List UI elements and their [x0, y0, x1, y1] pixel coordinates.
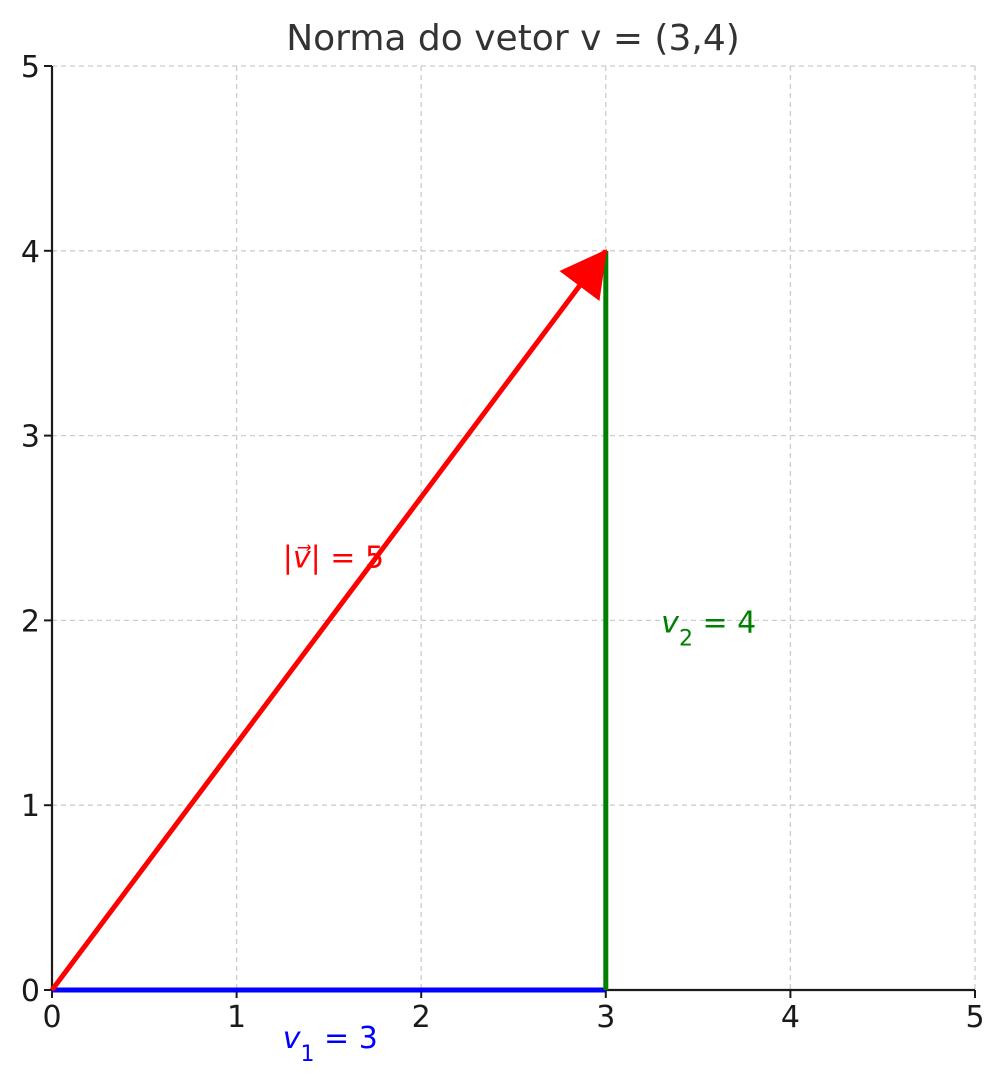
tick-labels: 0 1 2 3 4 5 0 1 2 3 4 5 — [21, 50, 985, 1035]
annotation-v2: v2 = 4 — [661, 605, 756, 651]
annotations: |v⃗| = 5 v1 = 3 v2 = 4 — [283, 541, 756, 1067]
axes — [44, 65, 976, 998]
annotation-norm: |v⃗| = 5 — [283, 541, 384, 576]
x-tick-label: 1 — [227, 1000, 246, 1035]
x-tick-label: 4 — [781, 1000, 800, 1035]
y-tick-label: 0 — [21, 974, 40, 1009]
norm-vector-arrow — [49, 249, 608, 992]
y-tick-label: 2 — [21, 604, 40, 639]
x-tick-label: 5 — [965, 1000, 984, 1035]
x-tick-label: 2 — [412, 1000, 431, 1035]
grid — [52, 65, 976, 990]
chart-title: Norma do vetor v = (3,4) — [286, 18, 740, 59]
x-tick-label: 0 — [42, 1000, 61, 1035]
x-tick-label: 3 — [596, 1000, 615, 1035]
marks — [49, 249, 609, 993]
annotation-v1: v1 = 3 — [283, 1021, 378, 1067]
y-tick-label: 4 — [21, 235, 40, 270]
y-tick-label: 3 — [21, 420, 40, 455]
y-tick-label: 5 — [21, 50, 40, 85]
y-tick-label: 1 — [21, 789, 40, 824]
